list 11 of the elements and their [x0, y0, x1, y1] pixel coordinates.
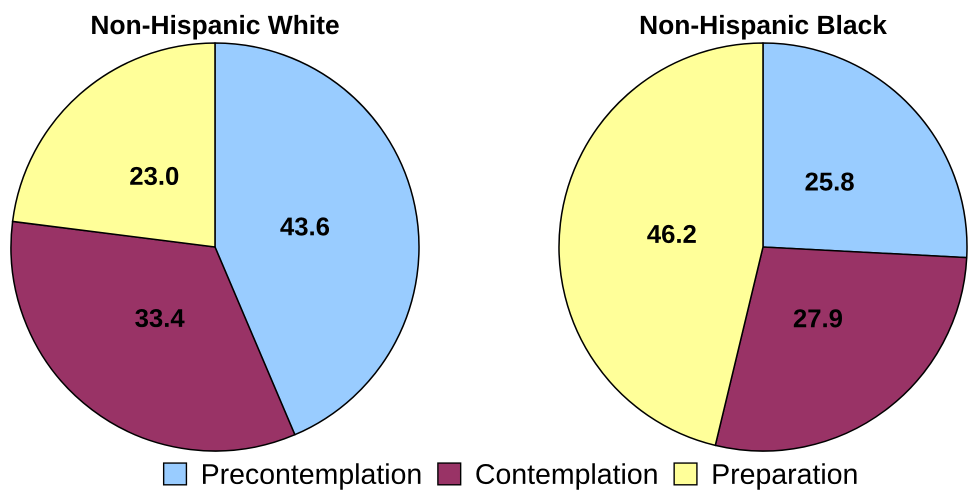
data-label: 23.0 [130, 166, 178, 186]
slice-label: Non-Hispanic White [92, 14, 339, 40]
data-label: 33.4 [135, 308, 185, 328]
legend-label: Contemplation [476, 463, 657, 490]
data-label: 25.8 [805, 172, 854, 191]
slice-label: Non-Hispanic Black [640, 14, 887, 40]
legend-label: Preparation [713, 463, 857, 490]
legend-label: Precontemplation [203, 463, 420, 490]
data-label: 46.2 [647, 224, 696, 244]
data-label: 43.6 [280, 217, 330, 236]
data-label: 27.9 [794, 309, 842, 328]
